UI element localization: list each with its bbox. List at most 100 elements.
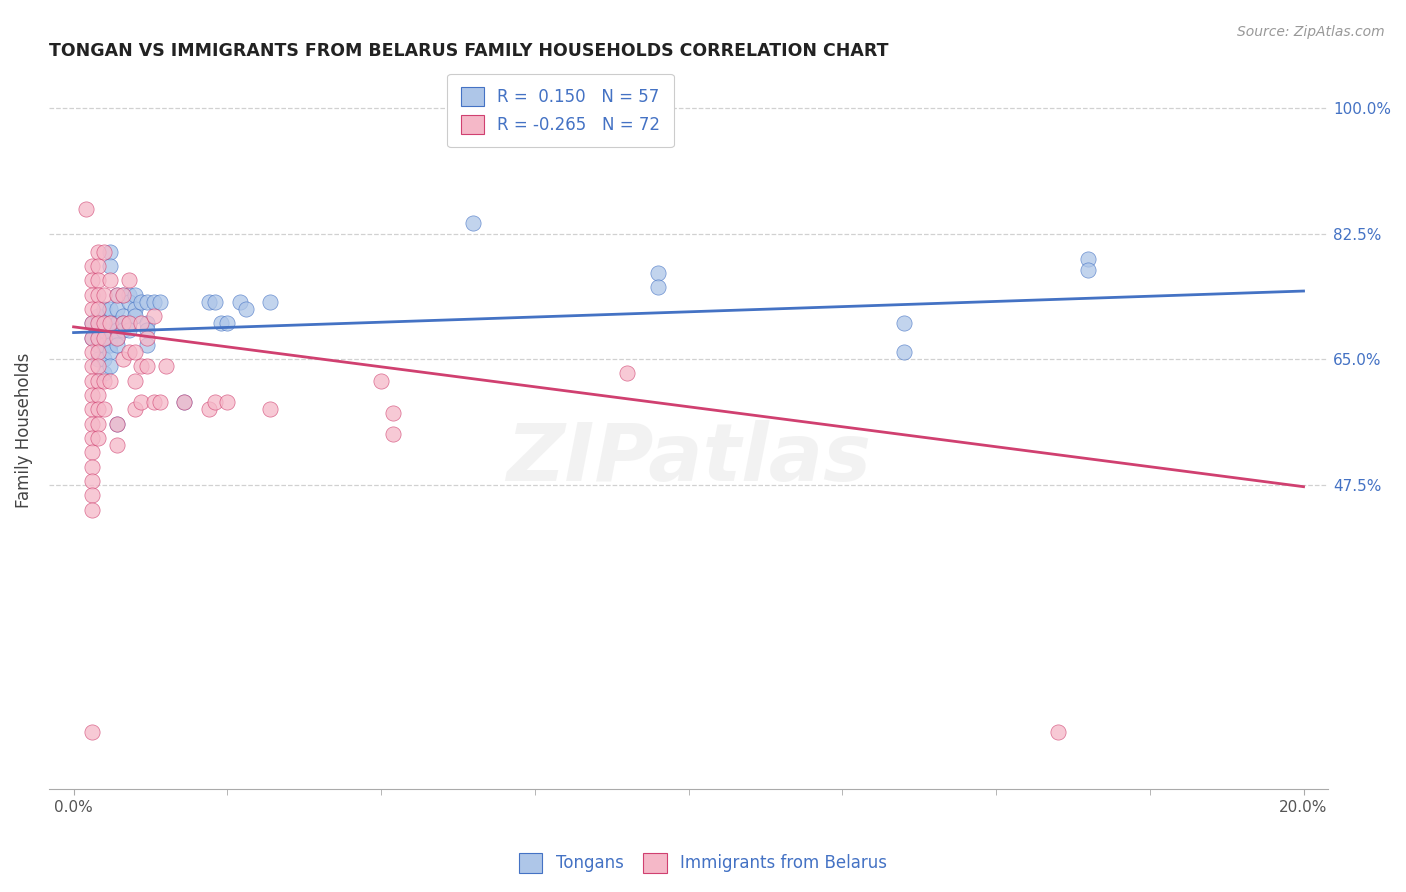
Point: [124, 402, 146, 417]
Text: Source: ZipAtlas.com: Source: ZipAtlas.com: [1237, 25, 1385, 39]
Point: [80, 287, 103, 301]
Point: [105, 330, 128, 344]
Point: [209, 316, 232, 330]
Point: [111, 323, 134, 337]
Point: [118, 273, 141, 287]
Point: [80, 330, 103, 344]
Point: [100, 259, 122, 273]
Point: [124, 345, 146, 359]
Point: [235, 301, 257, 316]
Point: [111, 316, 134, 330]
Point: [111, 287, 134, 301]
Point: [105, 287, 128, 301]
Point: [1077, 252, 1099, 266]
Point: [80, 273, 103, 287]
Point: [893, 345, 915, 359]
Point: [118, 345, 141, 359]
Point: [87, 330, 110, 344]
Point: [93, 323, 115, 337]
Point: [100, 374, 122, 388]
Point: [80, 330, 103, 344]
Point: [463, 216, 485, 230]
Point: [893, 316, 915, 330]
Point: [80, 301, 103, 316]
Point: [118, 287, 141, 301]
Point: [149, 395, 172, 409]
Point: [118, 316, 141, 330]
Point: [93, 374, 115, 388]
Point: [124, 309, 146, 323]
Point: [1077, 262, 1099, 277]
Point: [105, 301, 128, 316]
Point: [124, 301, 146, 316]
Point: [80, 359, 103, 374]
Point: [80, 724, 103, 739]
Point: [87, 316, 110, 330]
Point: [647, 266, 669, 280]
Point: [105, 330, 128, 344]
Point: [136, 338, 159, 352]
Point: [370, 374, 392, 388]
Point: [100, 345, 122, 359]
Point: [93, 330, 115, 344]
Point: [142, 294, 165, 309]
Point: [105, 316, 128, 330]
Point: [80, 316, 103, 330]
Point: [75, 202, 97, 216]
Point: [80, 417, 103, 431]
Point: [93, 367, 115, 381]
Point: [105, 323, 128, 337]
Text: ZIPatlas: ZIPatlas: [506, 420, 872, 499]
Point: [87, 316, 110, 330]
Point: [259, 402, 281, 417]
Point: [217, 395, 239, 409]
Point: [100, 244, 122, 259]
Point: [93, 244, 115, 259]
Point: [204, 294, 226, 309]
Point: [382, 427, 405, 442]
Point: [155, 359, 177, 374]
Point: [111, 309, 134, 323]
Point: [80, 488, 103, 502]
Point: [129, 395, 152, 409]
Point: [129, 294, 152, 309]
Point: [87, 388, 110, 402]
Point: [80, 316, 103, 330]
Point: [100, 316, 122, 330]
Point: [87, 309, 110, 323]
Point: [80, 345, 103, 359]
Point: [87, 345, 110, 359]
Point: [100, 359, 122, 374]
Point: [80, 402, 103, 417]
Point: [93, 316, 115, 330]
Point: [87, 259, 110, 273]
Point: [136, 330, 159, 344]
Point: [118, 323, 141, 337]
Point: [111, 352, 134, 367]
Point: [105, 417, 128, 431]
Point: [129, 359, 152, 374]
Point: [87, 338, 110, 352]
Point: [80, 374, 103, 388]
Point: [136, 359, 159, 374]
Point: [87, 417, 110, 431]
Point: [100, 316, 122, 330]
Point: [105, 417, 128, 431]
Legend: Tongans, Immigrants from Belarus: Tongans, Immigrants from Belarus: [512, 847, 894, 880]
Point: [129, 316, 152, 330]
Point: [100, 273, 122, 287]
Point: [124, 287, 146, 301]
Point: [173, 395, 195, 409]
Point: [93, 338, 115, 352]
Point: [647, 280, 669, 294]
Point: [111, 287, 134, 301]
Point: [136, 294, 159, 309]
Point: [87, 287, 110, 301]
Point: [198, 294, 221, 309]
Point: [93, 330, 115, 344]
Point: [382, 406, 405, 420]
Point: [142, 395, 165, 409]
Point: [87, 301, 110, 316]
Point: [100, 301, 122, 316]
Point: [105, 438, 128, 452]
